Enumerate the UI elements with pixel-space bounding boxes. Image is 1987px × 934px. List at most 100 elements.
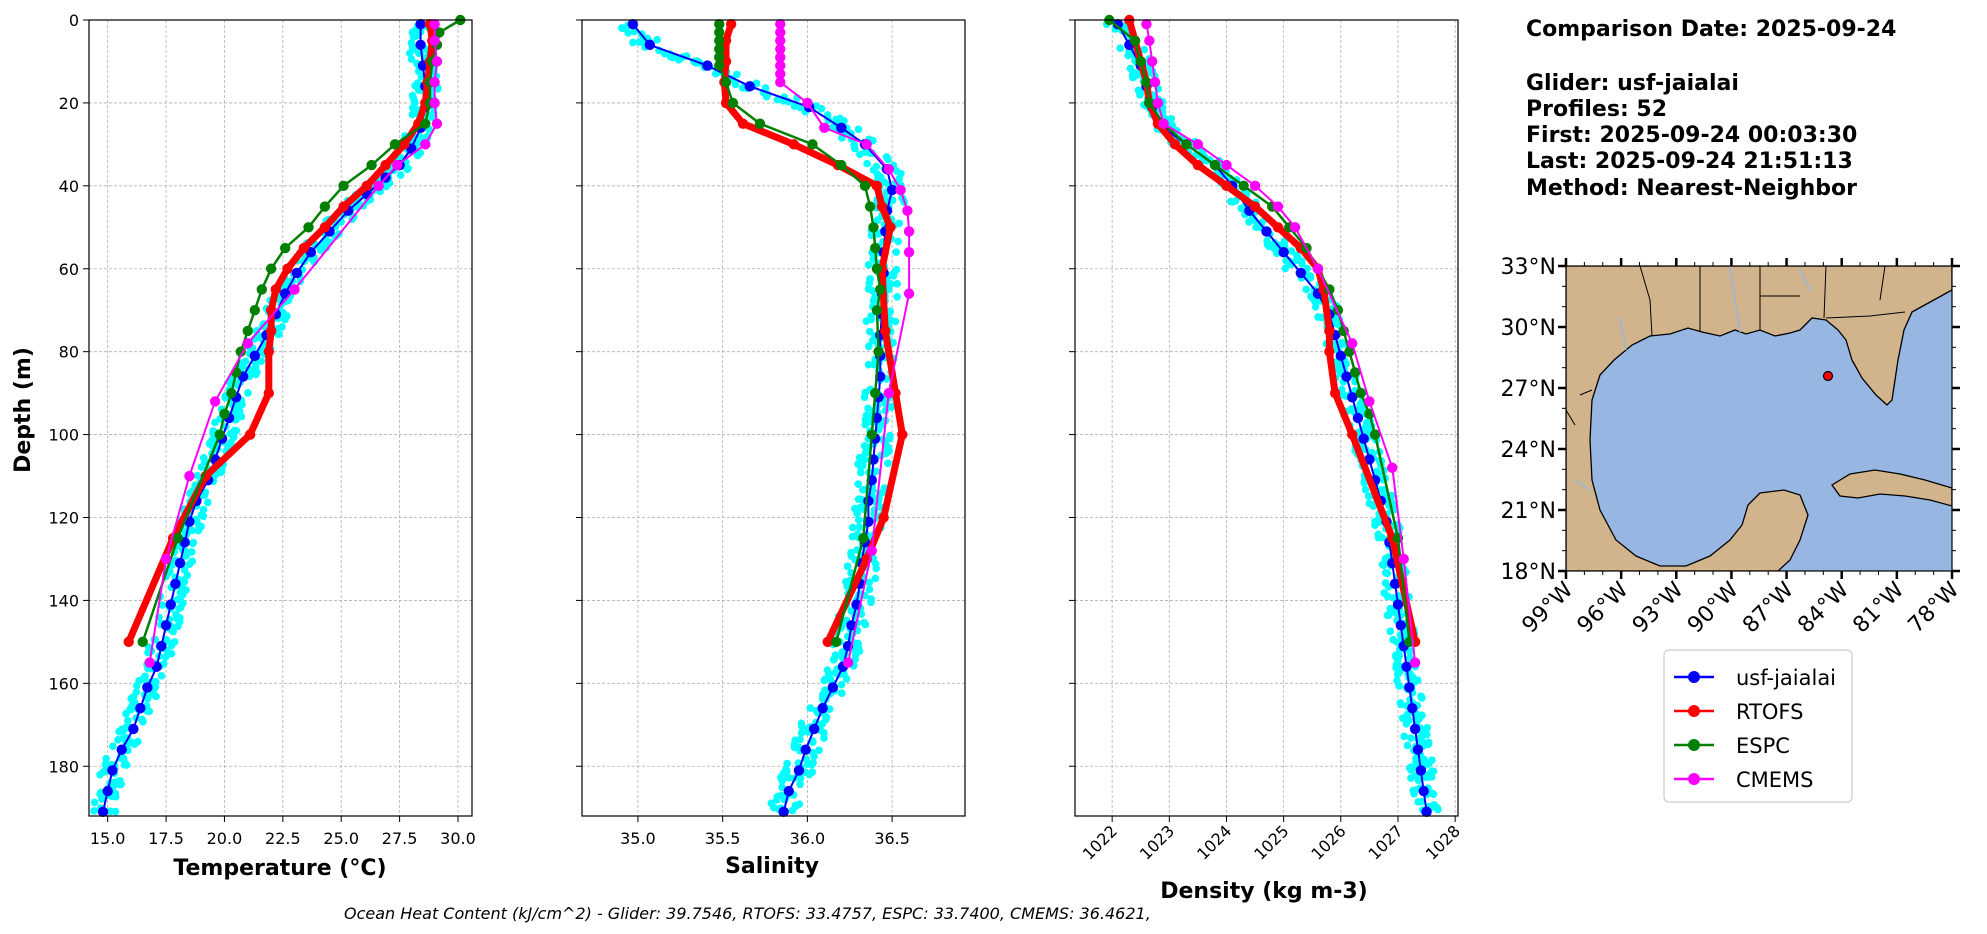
scatter-point (854, 516, 863, 524)
map-lon-label: 78°W (1904, 577, 1965, 638)
scatter-point (1384, 592, 1393, 601)
scatter-point (1433, 803, 1441, 812)
salinity-panel: 35.0 35.5 36.0 36.5 (576, 18, 966, 848)
scatter-point (863, 159, 871, 168)
x-tick-label: 22.5 (265, 829, 301, 848)
profiles-count: Profiles: 52 (1526, 97, 1667, 122)
scatter-point (865, 279, 874, 288)
data-point (1404, 682, 1415, 693)
data-point (1129, 35, 1141, 46)
y-tick-label: 80 (59, 343, 79, 362)
data-point (1352, 412, 1364, 424)
data-point (858, 533, 869, 544)
data-point (876, 201, 888, 212)
data-point (819, 122, 830, 133)
data-point (1421, 806, 1432, 818)
scatter-point (826, 675, 835, 683)
x-tick-label: 1024 (1193, 821, 1235, 863)
density-panel: 1022 1023 1024 1025 1026 1027 1028 (1069, 14, 1464, 864)
x-tick-label: 30.0 (440, 829, 476, 848)
scatter-point (635, 38, 643, 46)
data-point (366, 159, 377, 171)
x-tick-label: 1026 (1307, 821, 1349, 863)
data-point (373, 180, 384, 192)
scatter-point (111, 807, 120, 816)
data-point (866, 429, 877, 440)
scatter-point (407, 55, 416, 64)
data-point (1412, 744, 1424, 755)
data-point (880, 325, 891, 337)
data-point (775, 18, 786, 30)
scatter-point (864, 404, 872, 413)
data-point (160, 553, 172, 565)
salinity-axis-title: Salinity (725, 854, 819, 879)
scatter-point (101, 760, 110, 768)
data-point (172, 533, 183, 544)
data-point (298, 242, 310, 254)
scatter-point (168, 639, 177, 648)
data-point (1158, 118, 1169, 129)
y-tick-label: 0 (69, 11, 79, 30)
scatter-point (204, 498, 212, 507)
scatter-point (773, 796, 781, 804)
data-point (873, 346, 884, 357)
location-map: 99°W96°W93°W90°W87°W84°W81°W78°W 33°N 30°N… (1501, 255, 1965, 638)
scatter-point (143, 694, 152, 703)
scatter-point (1136, 89, 1145, 97)
data-point (1272, 201, 1284, 212)
data-point (1341, 371, 1352, 382)
data-point (270, 284, 282, 295)
scatter-point (733, 70, 741, 79)
data-point (842, 657, 854, 668)
scatter-point (122, 709, 130, 718)
data-point (165, 599, 176, 610)
data-point (1355, 387, 1367, 399)
x-tick-label: 35.0 (620, 829, 656, 848)
data-point (219, 408, 230, 420)
data-point (1415, 765, 1427, 776)
data-point (744, 81, 755, 92)
data-point (1295, 267, 1306, 279)
scatter-point (161, 653, 170, 661)
data-point (1401, 661, 1412, 672)
scatter-point (1116, 44, 1124, 52)
scatter-point (855, 523, 864, 532)
scatter-point (1302, 285, 1311, 294)
x-tick-label: 1028 (1422, 821, 1464, 863)
map-rivers (1574, 266, 1811, 491)
data-point (128, 723, 139, 735)
glider-profile-scatter (90, 20, 442, 816)
legend-marker (1688, 705, 1700, 717)
series-cmems (775, 18, 915, 668)
scatter-point (251, 362, 260, 371)
plot-frame (581, 19, 966, 817)
map-lat-label: 27°N (1501, 377, 1556, 402)
data-point (170, 578, 181, 590)
scatter-point (1287, 247, 1296, 255)
scatter-point (193, 471, 202, 480)
data-point (107, 765, 118, 776)
data-point (174, 557, 186, 569)
data-point (123, 636, 134, 648)
scatter-point (869, 297, 878, 305)
scatter-point (97, 795, 106, 803)
scatter-point (829, 656, 838, 664)
legend-item: ESPC (1674, 734, 1790, 758)
scatter-point (1395, 682, 1403, 690)
series-cmems (1141, 18, 1421, 668)
map-lon-label: 96°W (1573, 577, 1634, 638)
data-point (263, 387, 275, 399)
data-point (361, 180, 373, 192)
data-point (1347, 338, 1358, 349)
plot-frame (1074, 19, 1459, 817)
scatter-point (1422, 730, 1431, 739)
scatter-point (135, 677, 143, 685)
scatter-point (119, 726, 127, 735)
x-tick-label: 17.5 (148, 829, 184, 848)
ocean-heat-content-footer: Ocean Heat Content (kJ/cm^2) - Glider: 3… (344, 904, 1151, 923)
data-point (1312, 263, 1324, 274)
scatter-point (1374, 518, 1383, 527)
scatter-point (862, 446, 871, 455)
data-point (1135, 56, 1146, 67)
scatter-point (836, 114, 844, 123)
